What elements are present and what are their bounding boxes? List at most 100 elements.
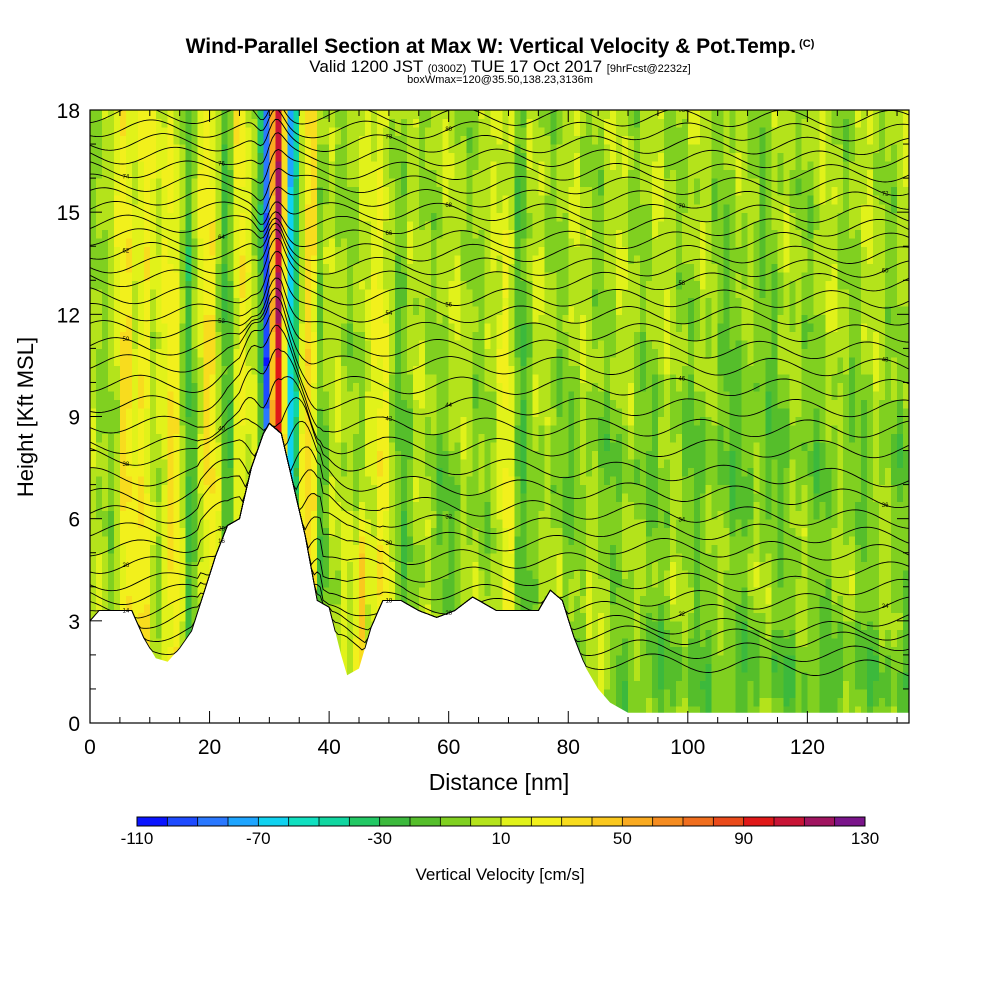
velocity-cell <box>472 382 480 392</box>
velocity-cell <box>335 399 342 409</box>
velocity-cell <box>364 629 372 639</box>
velocity-cell <box>496 450 504 460</box>
velocity-cell <box>364 229 372 239</box>
velocity-cell <box>478 399 486 409</box>
velocity-cell <box>472 237 480 247</box>
velocity-cell <box>137 476 145 486</box>
velocity-cell <box>191 518 199 528</box>
velocity-cell <box>245 144 253 154</box>
velocity-cell <box>478 416 486 426</box>
velocity-cell <box>353 612 360 622</box>
velocity-cell <box>496 578 504 588</box>
velocity-cell <box>323 382 330 392</box>
velocity-cell <box>215 356 223 367</box>
velocity-cell <box>436 246 444 256</box>
velocity-cell <box>376 339 384 349</box>
velocity-cell <box>430 467 438 477</box>
velocity-cell <box>424 135 432 145</box>
velocity-cell <box>101 322 109 332</box>
velocity-cell <box>400 578 408 588</box>
velocity-cell <box>436 544 444 554</box>
velocity-cell <box>341 459 348 469</box>
velocity-cell <box>287 229 294 239</box>
velocity-cell <box>173 467 181 477</box>
velocity-cell <box>418 373 426 384</box>
velocity-cell <box>353 339 360 349</box>
velocity-cell <box>179 118 187 128</box>
velocity-cell <box>496 161 504 171</box>
velocity-cell <box>125 135 133 145</box>
velocity-cell <box>227 246 235 256</box>
velocity-cell <box>418 552 426 562</box>
velocity-cell <box>436 569 444 579</box>
velocity-cell <box>364 178 372 188</box>
velocity-cell <box>131 186 139 196</box>
velocity-cell <box>418 229 426 239</box>
velocity-cell <box>221 476 229 486</box>
velocity-cell <box>161 527 169 537</box>
velocity-cell <box>412 356 420 367</box>
velocity-cell <box>442 476 450 486</box>
velocity-cell <box>466 237 474 247</box>
velocity-cell <box>161 339 169 349</box>
velocity-cell <box>137 195 145 205</box>
velocity-cell <box>90 484 97 494</box>
velocity-cell <box>418 127 426 137</box>
velocity-cell <box>125 476 133 486</box>
velocity-cell <box>364 603 372 613</box>
velocity-cell <box>364 339 372 349</box>
velocity-cell <box>370 195 378 205</box>
velocity-cell <box>472 110 480 120</box>
velocity-cell <box>448 459 456 469</box>
velocity-cell <box>215 331 223 341</box>
velocity-cell <box>400 442 408 452</box>
velocity-cell <box>263 339 270 349</box>
velocity-cell <box>161 510 169 520</box>
velocity-cell <box>209 212 217 222</box>
velocity-cell <box>245 280 253 290</box>
velocity-cell <box>167 237 175 247</box>
velocity-cell <box>221 297 229 307</box>
velocity-cell <box>496 144 504 154</box>
velocity-cell <box>430 433 438 443</box>
velocity-cell <box>113 382 121 392</box>
velocity-cell <box>329 382 336 392</box>
velocity-cell <box>472 518 480 528</box>
velocity-cell <box>329 467 336 477</box>
velocity-cell <box>221 118 229 128</box>
velocity-cell <box>424 373 432 384</box>
velocity-cell <box>107 450 115 460</box>
velocity-cell <box>311 416 318 426</box>
velocity-cell <box>203 169 211 179</box>
velocity-cell <box>311 263 318 273</box>
velocity-cell <box>412 450 420 460</box>
velocity-cell <box>478 314 486 324</box>
velocity-cell <box>406 297 414 307</box>
velocity-cell <box>269 203 276 213</box>
velocity-cell <box>370 186 378 196</box>
velocity-cell <box>90 322 97 332</box>
velocity-cell <box>137 586 145 596</box>
velocity-cell <box>454 331 462 341</box>
velocity-cell <box>484 476 492 486</box>
velocity-cell <box>209 305 217 315</box>
velocity-cell <box>418 254 426 264</box>
velocity-cell <box>496 442 504 452</box>
velocity-cell <box>359 433 366 443</box>
velocity-cell <box>245 186 253 196</box>
velocity-cell <box>90 535 97 545</box>
velocity-cell <box>113 288 121 298</box>
velocity-cell <box>191 186 199 196</box>
velocity-cell <box>466 254 474 264</box>
velocity-cell <box>376 459 384 469</box>
velocity-cell <box>215 297 223 307</box>
velocity-cell <box>161 118 169 128</box>
velocity-cell <box>424 322 432 332</box>
velocity-cell <box>412 399 420 409</box>
velocity-cell <box>430 518 438 528</box>
velocity-cell <box>329 476 336 486</box>
velocity-cell <box>143 365 151 375</box>
velocity-cell <box>90 501 97 511</box>
velocity-cell <box>484 527 492 537</box>
velocity-cell <box>394 382 402 392</box>
